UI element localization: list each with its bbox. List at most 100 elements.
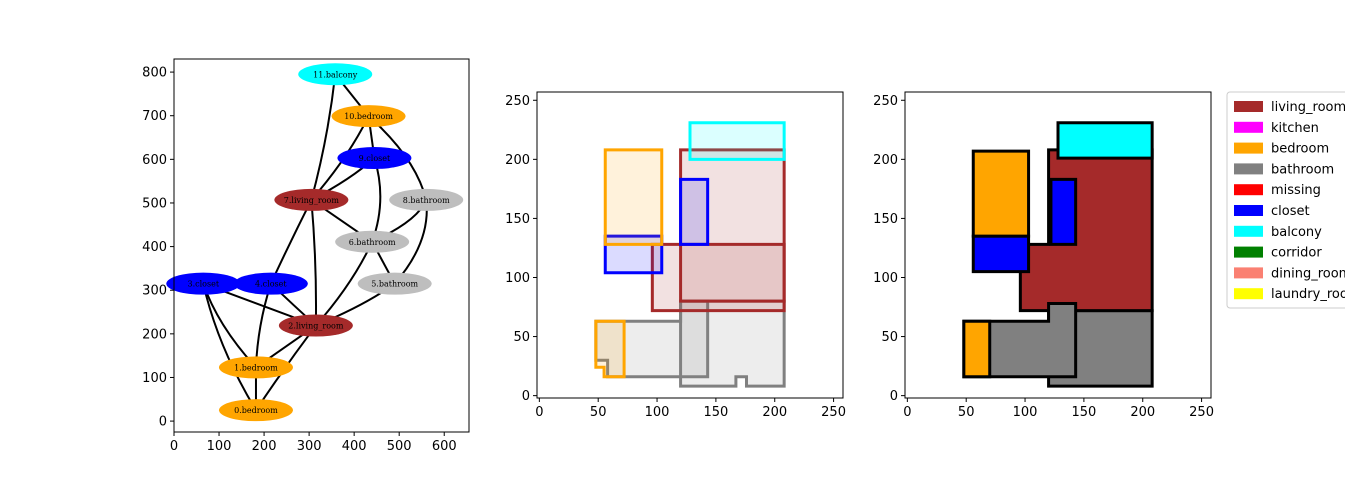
legend-label: missing [1271, 183, 1321, 198]
closet-room-filled [1049, 177, 1078, 246]
legend-swatch [1234, 163, 1263, 175]
graph-edge [202, 283, 257, 369]
y-tick-label: 50 [881, 330, 898, 345]
legend-label: kitchen [1271, 121, 1319, 136]
graph-edge [371, 157, 382, 243]
graph-edge [310, 74, 337, 201]
y-tick-label: 150 [873, 212, 898, 227]
graph-node [298, 63, 373, 86]
x-tick-label: 250 [1189, 405, 1214, 420]
graph-edge [310, 199, 318, 326]
graph-node-label: 4.closet [255, 280, 287, 289]
x-tick-label: 200 [252, 439, 277, 454]
legend-swatch [1234, 142, 1263, 154]
axes-frame [536, 91, 844, 399]
y-tick-label: 250 [505, 94, 530, 109]
legend-label: balcony [1271, 225, 1322, 240]
y-tick-label: 0 [522, 389, 530, 404]
y-tick-label: 300 [142, 284, 167, 299]
floorplan-filled-panel: 0 50 100 150 200 250 0 50 100 150 200 250 [873, 91, 1214, 420]
graph-node-label: 5.bathroom [371, 280, 418, 289]
y-tick-label: 200 [505, 153, 530, 168]
bedroom-room-outline [594, 319, 626, 379]
x-tick-label: 0 [903, 405, 911, 420]
x-tick-label: 500 [387, 439, 412, 454]
legend-swatch [1234, 246, 1263, 258]
x-tick-label: 150 [703, 405, 728, 420]
closet-room-outline [679, 177, 710, 246]
legend-swatch [1234, 184, 1263, 196]
y-tick-label: 0 [159, 415, 167, 430]
x-tick-label: 250 [821, 405, 846, 420]
legend-label: dining_room [1271, 266, 1345, 281]
y-tick-label: 0 [890, 389, 898, 404]
legend-swatch [1234, 101, 1263, 112]
graph-node-label: 8.bathroom [403, 196, 450, 205]
legend-label: laundry_room [1271, 287, 1345, 302]
y-tick-label: 250 [873, 94, 898, 109]
graph-node [335, 230, 410, 253]
graph-node-label: 1.bedroom [234, 363, 278, 372]
y-tick-label: 700 [142, 109, 167, 124]
bedroom-room-filled [962, 319, 992, 379]
legend-swatch [1234, 267, 1263, 279]
graph-node [218, 356, 293, 379]
graph-node [274, 188, 349, 211]
graph-node [331, 105, 406, 128]
bedroom-room-filled [971, 149, 1031, 238]
axes-frame [173, 58, 470, 433]
x-tick-label: 300 [297, 439, 322, 454]
graph-node [233, 272, 308, 295]
legend-label: closet [1271, 204, 1310, 219]
legend-swatch [1234, 225, 1263, 237]
graph-node-label: 10.bedroom [344, 112, 393, 121]
graph-edge [269, 199, 313, 285]
y-tick-label: 600 [142, 153, 167, 168]
y-tick-label: 200 [142, 327, 167, 342]
bedroom-room-outline [603, 148, 664, 246]
graph-node-label: 9.closet [359, 154, 391, 163]
y-tick-label: 400 [142, 240, 167, 255]
x-tick-label: 50 [958, 405, 975, 420]
y-tick-label: 800 [142, 66, 167, 81]
y-tick-label: 200 [873, 153, 898, 168]
legend-label: living_room [1271, 100, 1345, 115]
graph-node-label: 2.living_room [288, 322, 344, 331]
graph-node [218, 399, 293, 422]
graph-node [357, 272, 432, 295]
room-graph-panel: 0.bedroom 1.bedroom 2.living_room 3.closet 4… [142, 58, 470, 454]
legend-label: bathroom [1271, 162, 1334, 177]
graph-node [389, 188, 464, 211]
x-tick-label: 200 [762, 405, 787, 420]
legend-label: bedroom [1271, 142, 1329, 157]
y-tick-label: 50 [513, 330, 530, 345]
x-tick-label: 600 [432, 439, 457, 454]
x-tick-label: 50 [590, 405, 607, 420]
balcony-room-filled [1056, 121, 1154, 160]
legend-swatch [1234, 205, 1263, 216]
graph-node-label: 11.balcony [313, 70, 358, 79]
closet-room-filled [971, 234, 1031, 274]
graph-node [166, 272, 241, 295]
x-tick-label: 100 [1013, 405, 1038, 420]
legend-swatch [1234, 121, 1263, 133]
living_room-room-filled [1018, 148, 1154, 313]
graph-node-label: 6.bathroom [349, 238, 396, 247]
y-tick-label: 100 [873, 271, 898, 286]
y-tick-label: 150 [505, 212, 530, 227]
y-tick-label: 100 [505, 271, 530, 286]
x-tick-label: 400 [342, 439, 367, 454]
y-tick-label: 500 [142, 196, 167, 211]
legend-label: corridor [1271, 246, 1322, 261]
graph-edge [202, 283, 257, 411]
graph-node [337, 147, 412, 170]
axes-frame [904, 91, 1212, 399]
balcony-room-outline [688, 121, 786, 161]
y-tick-label: 100 [142, 371, 167, 386]
graph-node [278, 314, 353, 337]
graph-node-label: 7.living_room [284, 196, 340, 205]
x-tick-label: 0 [170, 439, 178, 454]
graph-node-label: 3.closet [188, 280, 220, 289]
